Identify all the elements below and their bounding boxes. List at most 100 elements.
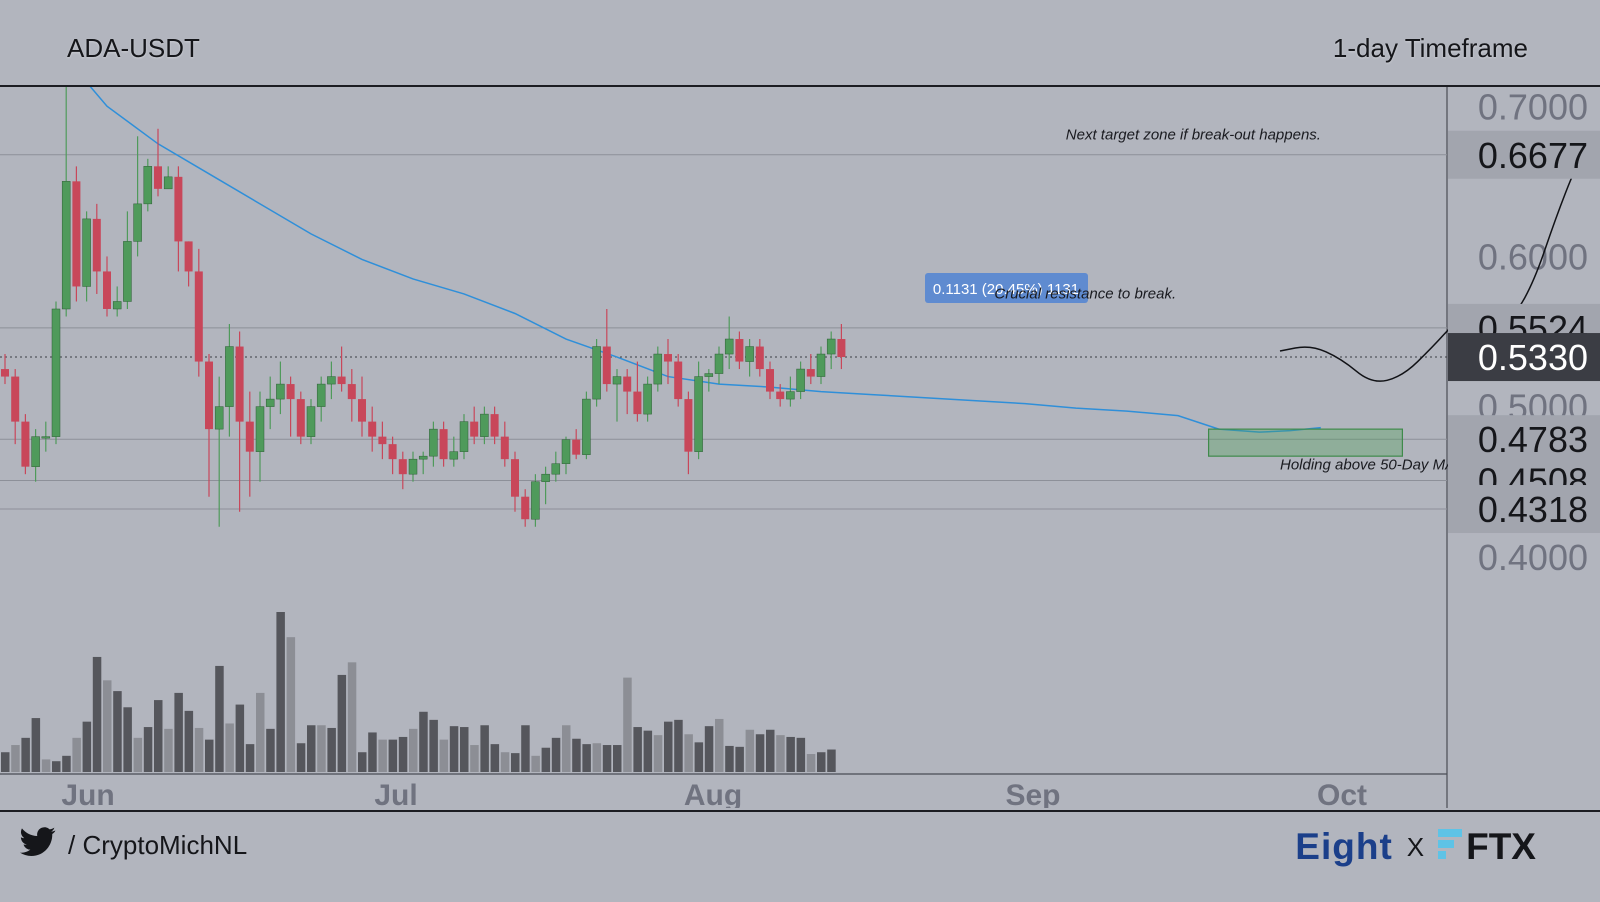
x-tick-label: Oct <box>1317 779 1367 808</box>
candle-body <box>255 406 265 452</box>
volume-bar <box>337 674 347 772</box>
volume-bar <box>715 718 724 772</box>
volume-bar <box>766 729 775 772</box>
timeframe-label: 1-day Timeframe <box>1332 33 1528 63</box>
volume-bar <box>256 692 265 772</box>
volume-bar <box>786 736 795 772</box>
ma50-line <box>89 87 1220 430</box>
y-tick-label: 0.6000 <box>1478 236 1588 277</box>
volume-bar <box>307 725 316 772</box>
volume-bar <box>817 752 826 772</box>
candle-body <box>225 346 234 407</box>
candle-body <box>561 439 571 464</box>
candle-body <box>612 376 622 385</box>
candle-body <box>826 338 836 355</box>
candle-body <box>541 473 550 482</box>
x-tick-label: Sep <box>1005 779 1060 808</box>
brand-logos: Eight X FTX <box>1295 826 1536 868</box>
volume-bar <box>439 739 449 772</box>
candle-body <box>245 421 254 452</box>
volume-bar <box>704 726 714 772</box>
volume-bar <box>194 727 204 772</box>
pair-title: ADA-USDT <box>67 33 200 63</box>
volume-bar <box>796 737 806 772</box>
ftx-logo: FTX <box>1438 826 1536 868</box>
candle-body <box>1 369 9 377</box>
candle-body <box>103 271 111 309</box>
candle-body <box>602 346 611 385</box>
candle-body <box>306 406 316 437</box>
candle-body <box>92 218 101 272</box>
twitter-handle[interactable]: / CryptoMichNL <box>20 827 247 864</box>
candle-body <box>429 428 438 457</box>
volume-bar <box>827 749 836 772</box>
candle-body <box>714 353 724 374</box>
candle-body <box>816 353 826 377</box>
volume-bar <box>378 739 387 772</box>
volume-bar <box>286 637 296 772</box>
x-tick-label: Jun <box>61 779 114 808</box>
volume-bar <box>541 747 551 772</box>
candle-body <box>163 176 173 190</box>
candle-body <box>551 463 561 475</box>
volume-bar <box>358 752 367 772</box>
y-tick-label: 0.7000 <box>1478 87 1588 127</box>
candle-body <box>755 346 764 370</box>
volume-bar <box>174 692 183 772</box>
candle-body <box>174 176 183 242</box>
ftx-logo-icon <box>1438 826 1463 868</box>
candle-body <box>653 353 663 385</box>
volume-bar <box>643 730 653 772</box>
candle-body <box>439 429 448 460</box>
candle-body <box>112 301 122 310</box>
candle-body <box>511 459 519 497</box>
candle-body <box>11 376 20 422</box>
candle-body <box>388 444 397 460</box>
candle-body <box>592 346 601 400</box>
y-tick-label: 0.4000 <box>1478 537 1588 578</box>
volume-bar <box>235 704 245 772</box>
volume-bar <box>521 725 530 772</box>
candle-body <box>664 354 672 362</box>
price-level-label: 0.4783 <box>1478 419 1588 460</box>
candle-body <box>470 421 479 437</box>
volume-bar <box>674 719 683 772</box>
volume-bar <box>582 744 591 772</box>
volume-bar <box>62 755 71 772</box>
candle-body <box>480 413 489 437</box>
candle-body <box>133 203 142 242</box>
volume-bar <box>409 728 418 772</box>
volume-bar <box>205 739 214 772</box>
volume-bar <box>92 656 102 772</box>
volume-bar <box>449 726 459 772</box>
candle-body <box>184 241 193 272</box>
candle-body <box>582 398 591 455</box>
candle-body <box>449 451 459 460</box>
candle-body <box>521 496 530 520</box>
volume-bar <box>225 723 234 772</box>
current-price-label: 0.5330 <box>1478 337 1588 378</box>
measure-label-box <box>925 273 1088 303</box>
candle-body <box>123 241 132 302</box>
volume-bar <box>776 735 785 772</box>
candle-body <box>235 346 244 422</box>
volume-bar <box>684 734 693 772</box>
eight-logo: Eight <box>1295 826 1393 867</box>
volume-bar <box>72 737 81 772</box>
price-chart[interactable]: 0.80000.70000.60000.50000.4000JunJulAugS… <box>0 87 1600 808</box>
twitter-icon <box>20 827 56 864</box>
measure-label-text: 0.1131 (20.45%) 1131 <box>933 281 1079 298</box>
zone-label: Holding above 50-Day MA. <box>1280 457 1459 474</box>
candle-body <box>31 436 40 467</box>
candle-body <box>358 399 366 422</box>
candle-body <box>459 421 469 452</box>
volume-bar <box>460 727 469 772</box>
volume-bar <box>164 728 173 772</box>
candle-body <box>796 368 805 392</box>
volume-bar <box>551 737 561 772</box>
candle-body <box>694 376 703 452</box>
volume-bar <box>82 721 92 772</box>
volume-bar <box>745 729 755 772</box>
candle-body <box>398 459 407 475</box>
volume-bar <box>347 662 357 772</box>
